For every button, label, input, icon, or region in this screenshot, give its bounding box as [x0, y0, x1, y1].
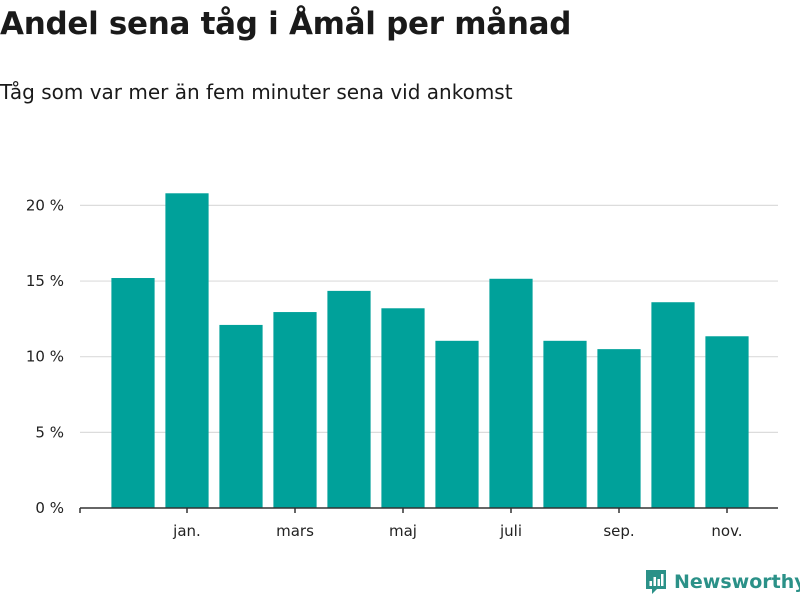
x-tick-label: jan. [172, 522, 201, 540]
bar [651, 302, 695, 508]
brand-logo: Newsworthy [644, 568, 800, 596]
brand-name: Newsworthy [674, 571, 800, 593]
x-tick-label: maj [389, 522, 417, 540]
bar [543, 340, 587, 508]
bar [219, 324, 263, 508]
x-tick-label: sep. [603, 522, 634, 540]
y-tick-label: 5 % [35, 423, 64, 441]
y-tick-label: 10 % [26, 348, 64, 366]
bar [111, 278, 155, 508]
y-tick-label: 15 % [26, 272, 64, 290]
bar [165, 193, 209, 508]
bar [435, 340, 479, 508]
bar [705, 336, 749, 508]
bar [273, 312, 317, 508]
bar [381, 308, 425, 508]
bar [327, 290, 371, 508]
chart-title: Andel sena tåg i Åmål per månad [0, 6, 572, 42]
x-tick-label: nov. [711, 522, 742, 540]
x-tick-label: mars [276, 522, 314, 540]
chart-subtitle: Tåg som var mer än fem minuter sena vid … [0, 80, 513, 104]
bar [489, 278, 533, 508]
y-tick-label: 20 % [26, 196, 64, 214]
newsworthy-logo-icon [646, 570, 666, 594]
y-tick-label: 0 % [35, 499, 64, 517]
bar [597, 349, 641, 508]
x-tick-label: juli [499, 522, 522, 540]
